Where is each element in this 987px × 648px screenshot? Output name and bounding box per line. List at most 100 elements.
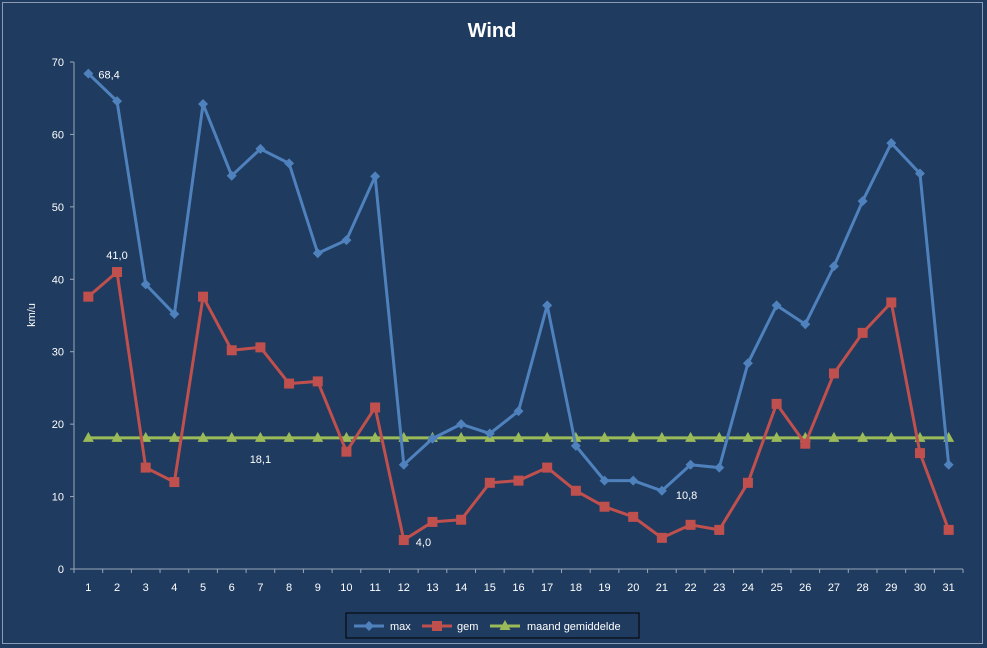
data-point — [714, 462, 725, 473]
data-point — [484, 428, 495, 439]
data-point — [943, 524, 954, 535]
data-point — [627, 431, 639, 442]
x-tick-label: 31 — [943, 582, 955, 594]
data-point — [341, 235, 352, 246]
data-point — [656, 431, 668, 442]
data-point — [800, 319, 811, 330]
data-point — [800, 438, 811, 449]
x-tick-label: 13 — [426, 582, 438, 594]
legend-item-max: max — [354, 621, 411, 633]
data-point — [112, 267, 123, 278]
data-point — [112, 96, 123, 107]
series-max — [83, 68, 954, 496]
data-point — [828, 261, 839, 272]
x-tick-label: 18 — [570, 582, 582, 594]
y-tick-label: 0 — [58, 564, 64, 576]
x-tick-label: 22 — [684, 582, 696, 594]
data-point — [886, 138, 897, 149]
x-tick-label: 2 — [114, 582, 120, 594]
data-point — [432, 621, 442, 631]
legend-label: maand gemiddelde — [527, 621, 621, 633]
data-point — [484, 477, 495, 488]
data-label: 41,0 — [106, 250, 127, 262]
data-point — [312, 431, 324, 442]
data-point — [656, 532, 667, 543]
data-point — [828, 368, 839, 379]
data-point — [513, 406, 524, 417]
data-point — [685, 459, 696, 470]
data-point — [857, 196, 868, 207]
series-line — [87, 72, 951, 493]
x-tick-label: 24 — [742, 582, 754, 594]
data-point — [427, 433, 438, 444]
data-point — [857, 431, 869, 442]
data-point — [714, 524, 725, 535]
data-point — [169, 309, 180, 320]
data-point — [943, 459, 954, 470]
x-tick-label: 30 — [914, 582, 926, 594]
y-tick-label: 60 — [52, 129, 64, 141]
x-tick-label: 15 — [484, 582, 496, 594]
data-label: 10,8 — [676, 490, 697, 502]
data-point — [499, 620, 511, 630]
data-point — [370, 402, 381, 413]
data-point — [513, 431, 524, 442]
data-point — [570, 485, 581, 496]
data-point — [370, 171, 381, 182]
data-point — [198, 99, 209, 110]
x-tick-label: 17 — [541, 582, 553, 594]
data-point — [886, 297, 897, 308]
data-point — [885, 431, 897, 442]
data-point — [111, 431, 123, 442]
data-point — [169, 477, 180, 488]
data-point — [742, 358, 753, 369]
x-tick-label: 1 — [85, 582, 91, 594]
data-point — [857, 327, 868, 338]
x-tick-label: 9 — [315, 582, 321, 594]
data-point — [513, 475, 524, 486]
data-point — [685, 431, 697, 442]
x-tick-label: 23 — [713, 582, 725, 594]
data-point — [914, 448, 925, 459]
data-label: 68,4 — [98, 70, 119, 82]
data-point — [771, 300, 782, 311]
y-tick-label: 70 — [52, 57, 64, 69]
data-point — [542, 462, 553, 473]
data-point — [255, 143, 266, 154]
series-layer — [82, 68, 955, 546]
data-point — [599, 431, 611, 442]
data-point — [226, 170, 237, 181]
data-point — [83, 291, 94, 302]
x-tick-label: 20 — [627, 582, 639, 594]
x-tick-label: 4 — [171, 582, 177, 594]
x-tick-label: 27 — [828, 582, 840, 594]
data-point — [542, 300, 553, 311]
data-point — [197, 431, 209, 442]
data-labels: 68,4 41,0 18,1 4,0 10,8 — [98, 70, 697, 549]
data-point — [570, 440, 581, 451]
x-tick-label: 19 — [598, 582, 610, 594]
legend: max gem maand gemiddelde — [345, 612, 640, 639]
data-label: 18,1 — [250, 454, 271, 466]
x-tick-label: 8 — [286, 582, 292, 594]
data-point — [914, 168, 925, 179]
data-point — [340, 431, 352, 442]
y-axis-label: km/u — [26, 303, 38, 327]
x-tick-label: 14 — [455, 582, 467, 594]
data-point — [427, 516, 438, 527]
data-point — [83, 68, 94, 79]
data-point — [140, 279, 151, 290]
data-point — [599, 501, 610, 512]
x-tick-label: 26 — [799, 582, 811, 594]
x-tick-label: 21 — [656, 582, 668, 594]
data-point — [455, 431, 467, 442]
data-point — [398, 459, 409, 470]
data-point — [364, 621, 374, 631]
data-point — [369, 431, 381, 442]
x-tick-label: 28 — [857, 582, 869, 594]
data-point — [312, 248, 323, 259]
data-point — [771, 431, 783, 442]
